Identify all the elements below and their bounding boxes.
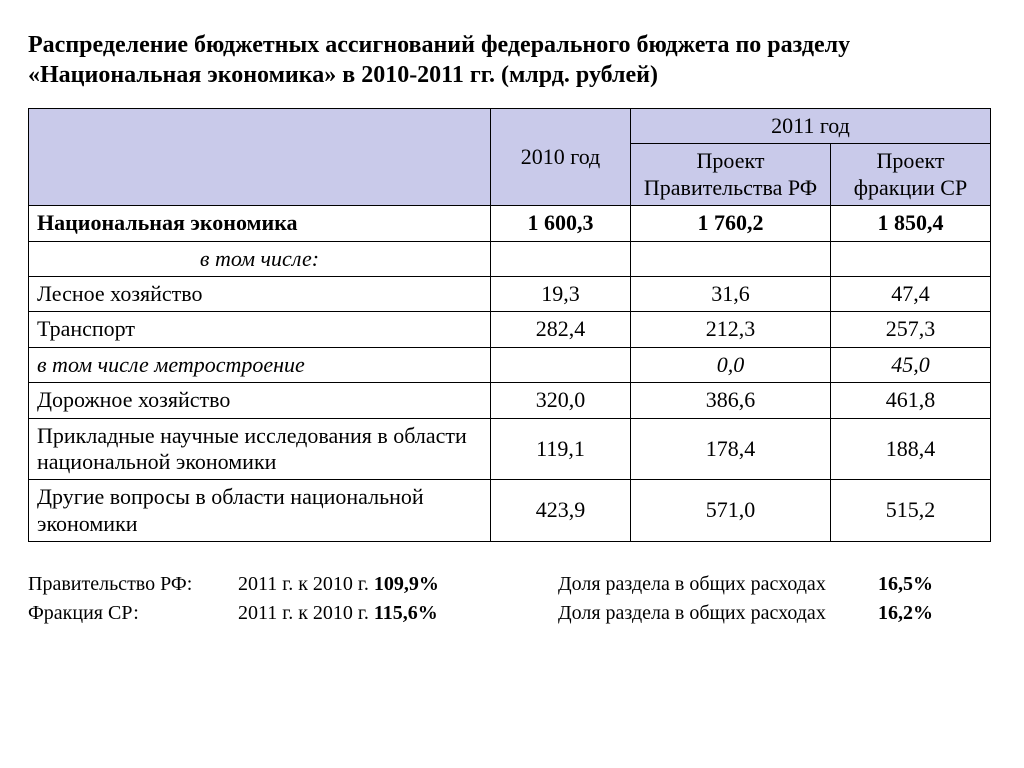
page-title: Распределение бюджетных ассигнований фед… — [28, 30, 996, 90]
table-row: Дорожное хозяйство 320,0 386,6 461,8 — [29, 383, 991, 418]
footer-notes: Правительство РФ: 2011 г. к 2010 г. 109,… — [28, 570, 996, 628]
table-row: Прикладные научные исследования в област… — [29, 418, 991, 480]
row-label: Другие вопросы в области национальной эк… — [29, 480, 491, 542]
row-label: в том числе метростроение — [29, 347, 491, 382]
footer-source: Правительство РФ: — [28, 570, 238, 599]
row-v2011gov: 0,0 — [631, 347, 831, 382]
table-row: в том числе метростроение 0,0 45,0 — [29, 347, 991, 382]
row-v2010: 119,1 — [491, 418, 631, 480]
row-v2011sr: 1 850,4 — [831, 206, 991, 241]
row-v2011sr: 45,0 — [831, 347, 991, 382]
row-v2010: 1 600,3 — [491, 206, 631, 241]
row-label: Дорожное хозяйство — [29, 383, 491, 418]
footer-share-label: Доля раздела в общих расходах — [558, 570, 878, 599]
row-v2011gov: 178,4 — [631, 418, 831, 480]
footer-row: Фракция СР: 2011 г. к 2010 г. 115,6% Дол… — [28, 599, 996, 628]
row-v2011sr: 47,4 — [831, 276, 991, 311]
row-v2010: 423,9 — [491, 480, 631, 542]
footer-growth-prefix: 2011 г. к 2010 г. — [238, 573, 374, 595]
row-v2010: 19,3 — [491, 276, 631, 311]
header-2011-sr: Проект фракции СР — [831, 144, 991, 206]
table-row: Лесное хозяйство 19,3 31,6 47,4 — [29, 276, 991, 311]
row-v2011sr: 257,3 — [831, 312, 991, 347]
budget-table: 2010 год 2011 год Проект Правительства Р… — [28, 108, 991, 542]
footer-growth: 2011 г. к 2010 г. 115,6% — [238, 599, 558, 628]
header-2011-gov: Проект Правительства РФ — [631, 144, 831, 206]
table-row: в том числе: — [29, 241, 991, 276]
row-v2011gov: 386,6 — [631, 383, 831, 418]
footer-share-label: Доля раздела в общих расходах — [558, 599, 878, 628]
footer-growth-pct: 115,6% — [374, 602, 438, 624]
row-v2011gov: 31,6 — [631, 276, 831, 311]
row-v2011sr — [831, 241, 991, 276]
row-v2010: 282,4 — [491, 312, 631, 347]
footer-growth-pct: 109,9% — [374, 573, 439, 595]
row-label: Национальная экономика — [29, 206, 491, 241]
footer-growth: 2011 г. к 2010 г. 109,9% — [238, 570, 558, 599]
row-v2011gov — [631, 241, 831, 276]
table-row: Транспорт 282,4 212,3 257,3 — [29, 312, 991, 347]
footer-share-pct: 16,5% — [878, 570, 958, 599]
row-label: Лесное хозяйство — [29, 276, 491, 311]
row-v2011sr: 515,2 — [831, 480, 991, 542]
footer-source: Фракция СР: — [28, 599, 238, 628]
table-body: Национальная экономика 1 600,3 1 760,2 1… — [29, 206, 991, 542]
header-2010: 2010 год — [491, 109, 631, 206]
header-2011-group: 2011 год — [631, 109, 991, 144]
row-v2011gov: 1 760,2 — [631, 206, 831, 241]
row-v2010 — [491, 241, 631, 276]
row-v2011gov: 212,3 — [631, 312, 831, 347]
row-v2011sr: 188,4 — [831, 418, 991, 480]
table-row: Национальная экономика 1 600,3 1 760,2 1… — [29, 206, 991, 241]
row-v2011gov: 571,0 — [631, 480, 831, 542]
footer-share-pct: 16,2% — [878, 599, 958, 628]
row-label: Прикладные научные исследования в област… — [29, 418, 491, 480]
footer-row: Правительство РФ: 2011 г. к 2010 г. 109,… — [28, 570, 996, 599]
row-v2010 — [491, 347, 631, 382]
footer-growth-prefix: 2011 г. к 2010 г. — [238, 602, 374, 624]
row-v2010: 320,0 — [491, 383, 631, 418]
row-label: в том числе: — [29, 241, 491, 276]
table-row: Другие вопросы в области национальной эк… — [29, 480, 991, 542]
header-blank — [29, 109, 491, 206]
row-v2011sr: 461,8 — [831, 383, 991, 418]
row-label: Транспорт — [29, 312, 491, 347]
table-header: 2010 год 2011 год Проект Правительства Р… — [29, 109, 991, 206]
